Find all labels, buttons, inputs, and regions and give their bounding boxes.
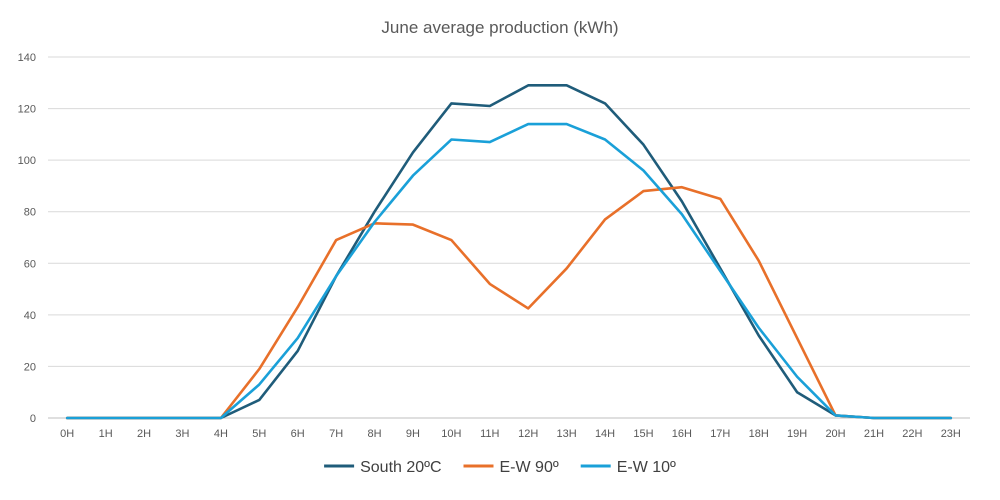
x-tick-label: 0H — [60, 428, 74, 440]
series-2 — [65, 185, 953, 420]
legend-item: E-W 10º — [580, 459, 676, 476]
x-tick-label: 1H — [99, 428, 113, 440]
x-tick-label: 4H — [214, 428, 228, 440]
x-tick-label: 17H — [710, 428, 730, 440]
series-3 — [65, 122, 953, 420]
legend-item: E-W 90º — [463, 459, 559, 476]
y-tick-label: 100 — [18, 155, 36, 167]
chart-title: June average production (kWh) — [381, 18, 619, 37]
legend: South 20ºC E-W 90º E-W 10º — [324, 459, 676, 476]
y-tick-label: 80 — [24, 207, 36, 219]
x-tick-label: 5H — [252, 428, 266, 440]
gridlines — [48, 56, 970, 419]
x-tick-label: 10H — [441, 428, 461, 440]
x-tick-label: 6H — [291, 428, 305, 440]
x-tick-label: 22H — [902, 428, 922, 440]
x-tick-label: 15H — [633, 428, 653, 440]
legend-label: E-W 10º — [617, 459, 676, 476]
y-tick-label: 0 — [30, 413, 36, 425]
x-tick-label: 11H — [480, 428, 499, 440]
x-tick-label: 13H — [557, 428, 577, 440]
x-tick-label: 12H — [518, 428, 538, 440]
x-axis: 0H 1H 2H 3H 4H 5H 6H 7H 8H 9H 10H 11H 12H 13H 14H 15H 16… — [60, 428, 961, 440]
x-tick-label: 20H — [825, 428, 845, 440]
legend-label: South 20ºC — [360, 459, 441, 476]
series-1 — [65, 84, 953, 420]
x-tick-label: 8H — [368, 428, 382, 440]
legend-label: E-W 90º — [500, 459, 559, 476]
legend-item: South 20ºC — [324, 459, 442, 476]
x-tick-label: 19H — [787, 428, 807, 440]
y-axis: 0 20 40 60 80 100 120 140 — [18, 52, 36, 425]
y-tick-label: 120 — [18, 104, 36, 116]
x-tick-label: 21H — [864, 428, 884, 440]
x-tick-label: 2H — [137, 428, 151, 440]
x-tick-label: 14H — [595, 428, 615, 440]
x-tick-label: 7H — [329, 428, 343, 440]
y-tick-label: 40 — [24, 310, 36, 322]
x-tick-label: 16H — [672, 428, 692, 440]
y-tick-label: 140 — [18, 52, 36, 64]
x-tick-label: 3H — [175, 428, 189, 440]
x-tick-label: 23H — [941, 428, 961, 440]
y-tick-label: 60 — [24, 258, 36, 270]
series-line — [65, 122, 953, 420]
series-line — [65, 84, 953, 420]
x-tick-label: 18H — [749, 428, 769, 440]
y-tick-label: 20 — [24, 361, 36, 373]
x-tick-label: 9H — [406, 428, 420, 440]
series-line — [65, 185, 953, 420]
